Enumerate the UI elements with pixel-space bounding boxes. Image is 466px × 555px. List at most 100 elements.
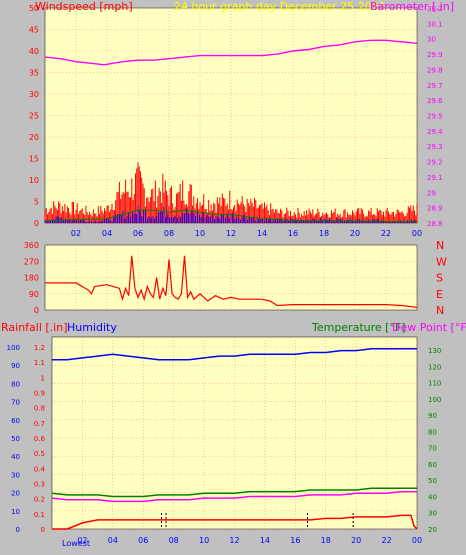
- x-tick-label: 20: [351, 536, 361, 545]
- x-tick-label: 00: [412, 536, 422, 545]
- windspeed-tick-label: 20: [29, 133, 39, 142]
- windspeed-tick-label: 25: [29, 112, 39, 121]
- barometer-tick-label: 29.9: [427, 51, 443, 59]
- lowest-label: Lowest: [62, 539, 90, 548]
- x-tick-label: 06: [133, 229, 143, 238]
- x-tick-label: 18: [319, 229, 329, 238]
- barometer-tick-label: 28.9: [427, 205, 443, 213]
- rain-tick-label: 0.4: [34, 465, 46, 473]
- temperature-tick-label: 130: [428, 347, 441, 355]
- x-tick-label: 04: [102, 229, 112, 238]
- barometer-tick-label: 29.7: [427, 82, 443, 90]
- rain-tick-label: 0.8: [34, 405, 45, 413]
- barometer-axis-title: Barometer [.in]: [370, 0, 454, 13]
- compass-tick-label: S: [436, 272, 443, 285]
- barometer-tick-label: 28.8: [427, 220, 443, 228]
- windspeed-tick-label: 50: [29, 4, 39, 13]
- compass-tick-label: N: [436, 304, 444, 317]
- humidity-tick-label: 60: [11, 417, 20, 425]
- temperature-tick-label: 70: [428, 445, 437, 453]
- dewpoint-axis-title: Dew Point [°F]: [392, 321, 466, 334]
- x-tick-label: 08: [164, 229, 174, 238]
- average-wind-line: [44, 209, 417, 223]
- rainfall-axis-title: Rainfall [.in]: [1, 321, 68, 334]
- humidity-tick-label: 40: [11, 453, 20, 461]
- humidity-tick-label: 70: [11, 399, 20, 407]
- direction-tick-label: 90: [29, 290, 39, 299]
- windspeed-tick-label: 10: [29, 176, 39, 185]
- windspeed-tick-label: 40: [29, 47, 39, 56]
- rain-tick-label: 1.1: [34, 359, 45, 367]
- compass-tick-label: E: [436, 288, 443, 301]
- temperature-tick-label: 30: [428, 510, 437, 518]
- direction-tick-label: 180: [24, 274, 39, 283]
- barometer-tick-label: 29.6: [427, 97, 443, 105]
- x-tick-label: 02: [71, 229, 81, 238]
- humidity-tick-label: 100: [7, 344, 20, 352]
- humidity-tick-label: 10: [11, 508, 20, 516]
- direction-tick-label: 270: [24, 257, 39, 266]
- rain-tick-label: 0.3: [34, 481, 45, 489]
- temperature-tick-label: 60: [428, 461, 437, 469]
- x-tick-label: 18: [321, 536, 331, 545]
- windspeed-tick-label: 0: [34, 219, 39, 228]
- rain-tick-label: 0.7: [34, 420, 45, 428]
- direction-tick-label: 0: [34, 306, 39, 315]
- x-tick-label: 22: [381, 536, 391, 545]
- humidity-tick-label: 30: [11, 471, 20, 479]
- rain-tick-label: 0.5: [34, 450, 45, 458]
- temperature-tick-label: 50: [428, 477, 437, 485]
- barometer-tick-label: 29: [427, 189, 436, 197]
- windspeed-tick-label: 15: [29, 155, 39, 164]
- barometer-tick-label: 29.1: [427, 174, 443, 182]
- barometer-tick-label: 30.1: [427, 20, 443, 28]
- windspeed-tick-label: 35: [29, 69, 39, 78]
- x-tick-label: 12: [229, 536, 239, 545]
- chart-date-title: 24 hour graph day December 25 2021: [174, 0, 386, 13]
- temperature-tick-label: 80: [428, 428, 437, 436]
- x-tick-label: 08: [169, 536, 179, 545]
- humidity-tick-label: 50: [11, 435, 20, 443]
- humidity-line: [52, 348, 417, 361]
- barometer-tick-label: 29.3: [427, 143, 443, 151]
- humidity-tick-label: 0: [16, 526, 20, 534]
- barometer-tick-label: 29.4: [427, 128, 443, 136]
- x-tick-label: 14: [257, 229, 267, 238]
- windspeed-tick-label: 5: [34, 198, 39, 207]
- x-tick-label: 12: [226, 229, 236, 238]
- x-tick-label: 22: [381, 229, 391, 238]
- humidity-tick-label: 80: [11, 380, 20, 388]
- x-tick-label: 00: [412, 229, 422, 238]
- temperature-tick-label: 120: [428, 363, 441, 371]
- rain-tick-label: 0.2: [34, 496, 45, 504]
- x-tick-label: 10: [195, 229, 205, 238]
- tick-labels: 0510152025303540455028.828.92929.129.229…: [7, 4, 447, 545]
- direction-tick-label: 360: [24, 241, 39, 250]
- temperature-tick-label: 100: [428, 396, 441, 404]
- humidity-tick-label: 20: [11, 490, 20, 498]
- x-tick-label: 20: [350, 229, 360, 238]
- chart-marks: [44, 39, 418, 530]
- x-tick-label: 16: [290, 536, 300, 545]
- compass-tick-label: N: [436, 239, 444, 252]
- rain-tick-label: 1.2: [34, 344, 45, 352]
- windspeed-tick-label: 30: [29, 90, 39, 99]
- temperature-line: [51, 487, 417, 498]
- rain-tick-label: 0.6: [34, 435, 46, 443]
- humidity-axis-title: Humidity: [67, 321, 117, 334]
- direction-line: [45, 255, 418, 308]
- temperature-tick-label: 90: [428, 412, 437, 420]
- x-tick-label: 04: [108, 536, 118, 545]
- dewpoint-line: [51, 490, 417, 503]
- x-tick-label: 16: [288, 229, 298, 238]
- rain-tick-label: 0.9: [34, 390, 45, 398]
- humidity-tick-label: 90: [11, 362, 20, 370]
- barometer-tick-label: 29.8: [427, 66, 443, 74]
- compass-tick-label: W: [436, 255, 447, 268]
- temperature-tick-label: 20: [428, 526, 437, 534]
- x-tick-label: 06: [138, 536, 148, 545]
- x-tick-label: 02: [77, 536, 87, 545]
- barometer-line: [44, 39, 418, 66]
- rain-tick-label: 0: [41, 526, 45, 534]
